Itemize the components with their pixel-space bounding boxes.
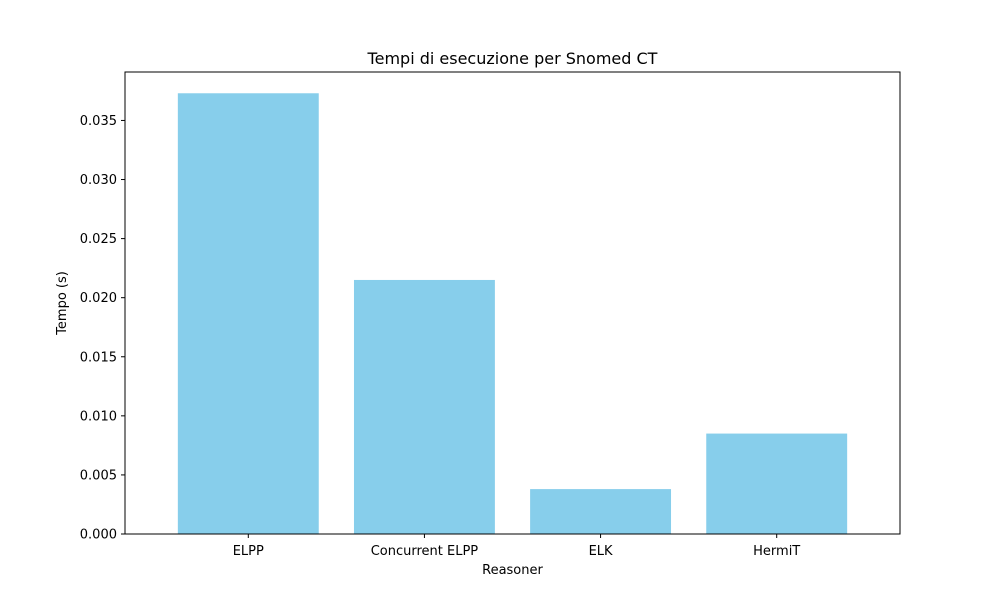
bars-group [177, 93, 848, 535]
x-tick-label: Concurrent ELPP [371, 544, 479, 559]
y-tick-label: 0.035 [80, 114, 117, 129]
y-tick-label: 0.025 [80, 232, 117, 247]
x-axis: ELPP Concurrent ELPP ELK HermiT [233, 534, 800, 559]
bar-elk [530, 489, 672, 534]
bar-elpp [177, 93, 319, 535]
chart-title: Tempi di esecuzione per Snomed CT [367, 49, 658, 68]
bar-hermit [706, 433, 848, 534]
x-tick-label: HermiT [753, 544, 800, 559]
bar-concurrent-elpp [353, 279, 495, 534]
y-tick-label: 0.020 [80, 291, 117, 306]
y-tick-label: 0.000 [80, 528, 117, 543]
y-axis: 0.000 0.005 0.010 0.015 0.020 0.025 0.030 0.035 [80, 114, 125, 543]
x-tick-label: ELK [589, 544, 613, 559]
y-axis-label: Tempo (s) [55, 271, 70, 336]
y-tick-label: 0.015 [80, 350, 117, 365]
plot-frame [124, 71, 901, 535]
x-tick-label: ELPP [233, 544, 264, 559]
y-tick-label: 0.005 [80, 468, 117, 483]
y-tick-label: 0.030 [80, 173, 117, 188]
y-tick-label: 0.010 [80, 409, 117, 424]
x-axis-label: Reasoner [482, 563, 543, 578]
